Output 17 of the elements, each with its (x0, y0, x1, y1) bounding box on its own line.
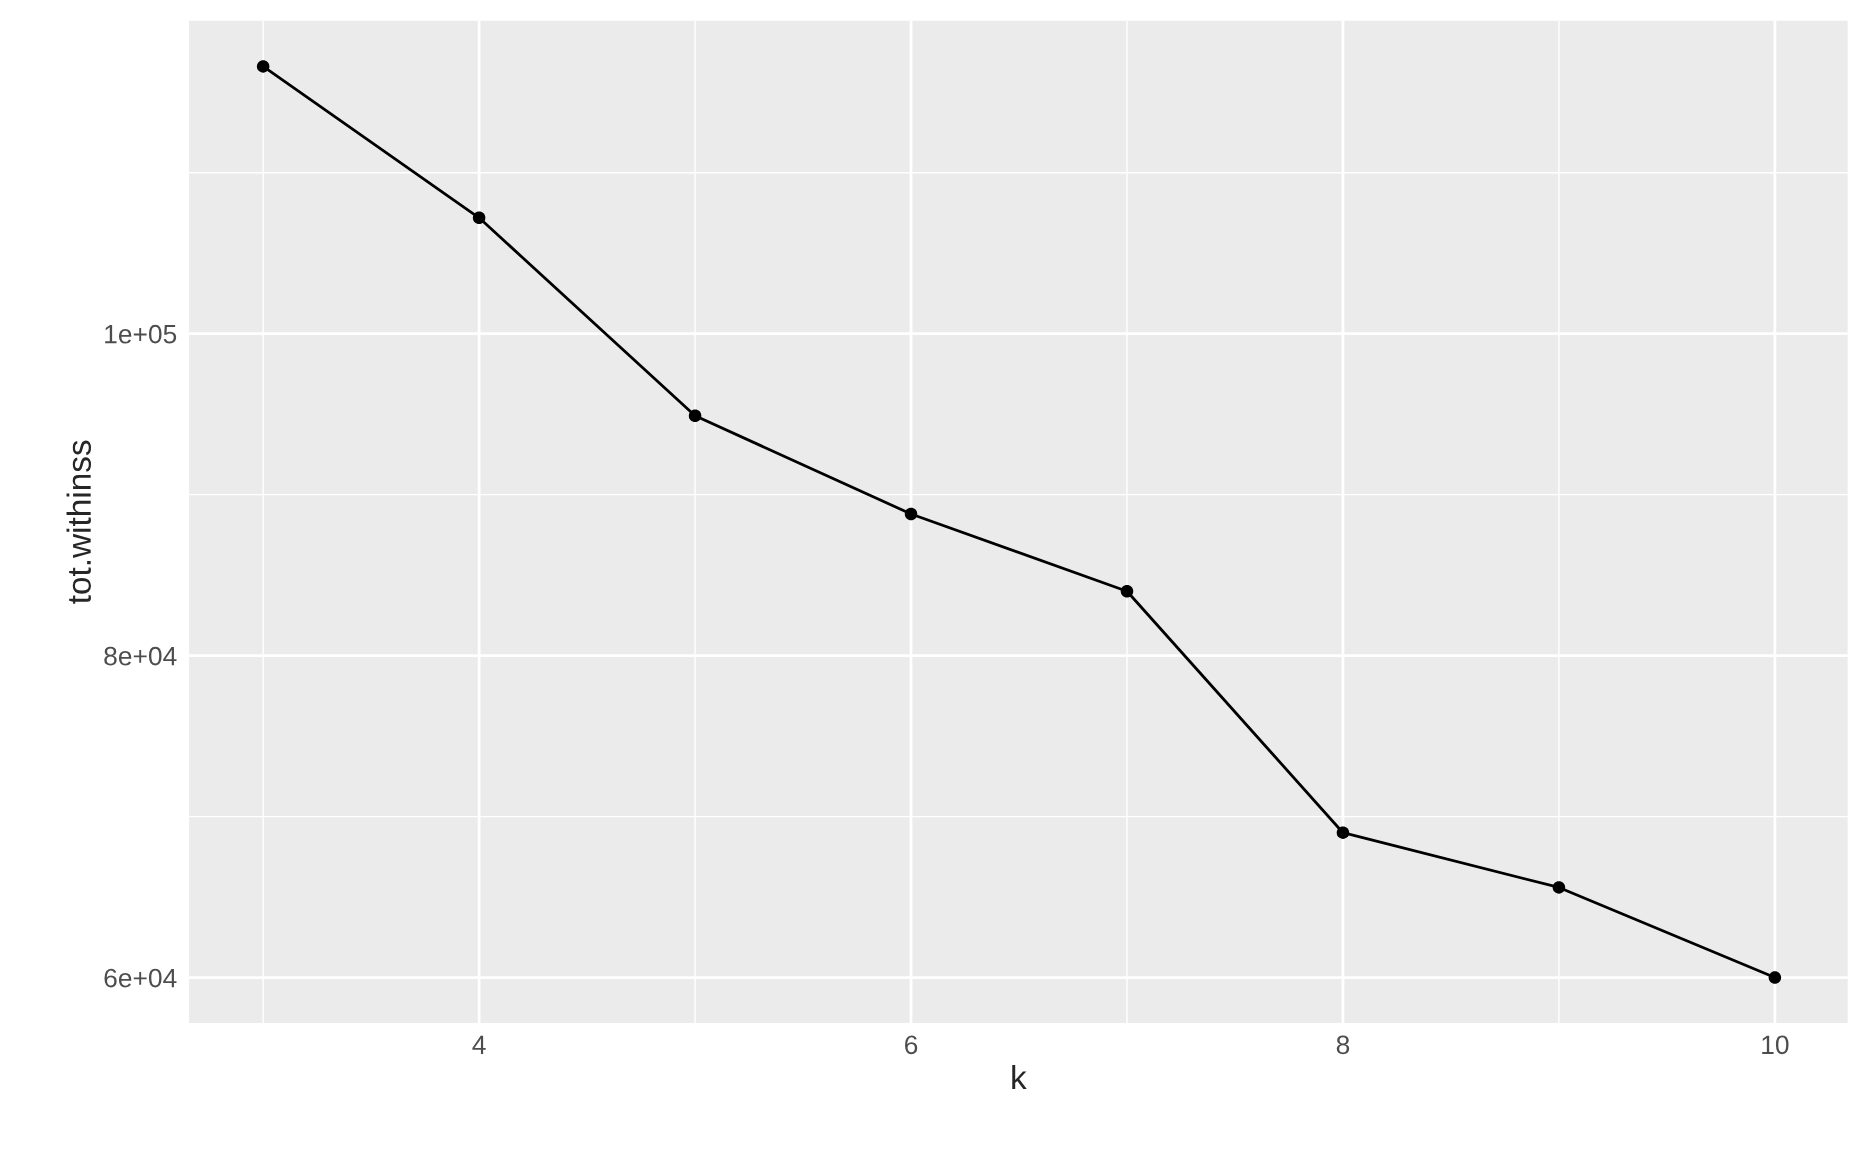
point (904, 507, 918, 521)
point (1120, 584, 1134, 598)
y-axis-title: tot.withinss (66, 440, 92, 604)
y-tick-label: 6e+04 (104, 968, 177, 988)
point (1768, 971, 1782, 984)
y-tick-label: 1e+05 (105, 324, 177, 344)
point (1336, 826, 1350, 839)
point (688, 409, 702, 423)
point (256, 60, 270, 73)
point (1552, 881, 1566, 894)
x-axis-title: k (1012, 1064, 1027, 1090)
x-tick-label: 8 (1336, 1035, 1350, 1055)
x-tick-label: 6 (905, 1035, 918, 1055)
x-tick-label: 4 (472, 1035, 486, 1054)
point (472, 211, 486, 225)
x-tick-label: 10 (1762, 1035, 1789, 1055)
y-tick-label: 8e+04 (104, 646, 177, 666)
